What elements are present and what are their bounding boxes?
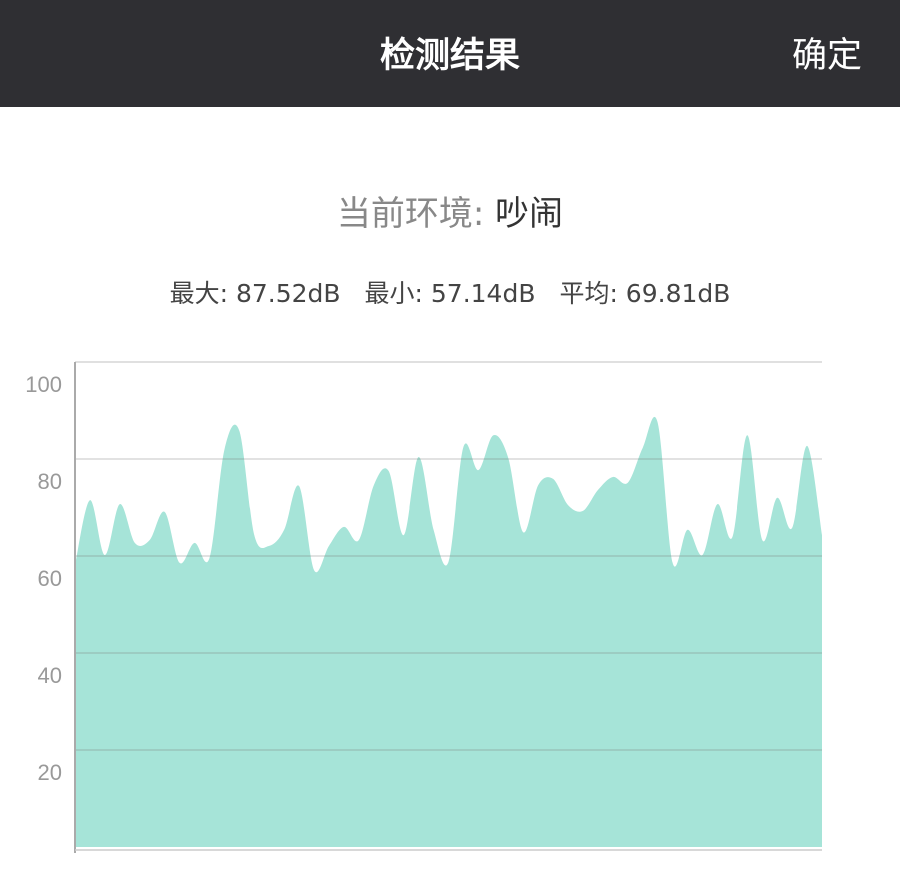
max-db: 最大: 87.52dB xyxy=(169,279,341,308)
decibel-stats: 最大: 87.52dB 最小: 57.14dB 平均: 69.81dB xyxy=(0,276,900,312)
page-title: 检测结果 xyxy=(379,36,520,76)
y-tick-label: 80 xyxy=(38,469,62,494)
y-tick-label: 20 xyxy=(38,760,62,785)
nav-header: 检测结果 确定 xyxy=(0,0,900,107)
environment-status: 当前环境: 吵闹 xyxy=(0,190,900,238)
decibel-area xyxy=(75,416,822,847)
confirm-button[interactable]: 确定 xyxy=(791,36,862,76)
min-db: 最小: 57.14dB xyxy=(364,279,536,308)
y-tick-label: 60 xyxy=(38,566,62,591)
environment-value: 吵闹 xyxy=(495,194,564,234)
y-tick-label: 40 xyxy=(38,663,62,688)
environment-label: 当前环境: xyxy=(336,194,496,234)
y-tick-label: 100 xyxy=(25,372,62,397)
avg-db: 平均: 69.81dB xyxy=(559,279,731,308)
